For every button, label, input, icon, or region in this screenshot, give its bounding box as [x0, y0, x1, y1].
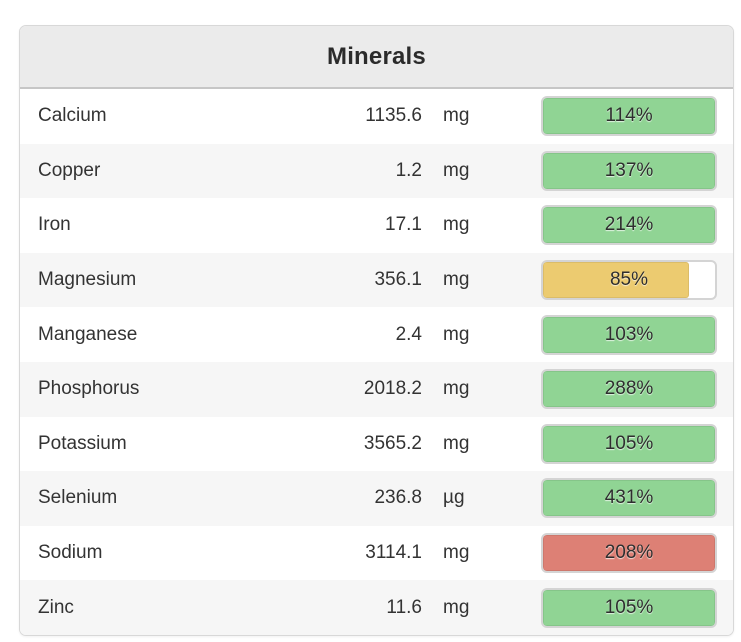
nutrient-unit: mg: [443, 542, 470, 564]
nutrient-amount: 1.2: [395, 159, 422, 181]
percent-bar: 105%: [541, 423, 717, 464]
table-row: Magnesium 356.1 mg 85%: [20, 252, 733, 308]
percent-bar: 103%: [541, 314, 717, 355]
nutrient-unit: mg: [443, 159, 470, 181]
percent-label: 288%: [604, 378, 654, 400]
percent-label: 114%: [605, 105, 653, 127]
percent-bar-fill: [543, 535, 715, 572]
nutrient-amount: 11.6: [386, 596, 422, 618]
percent-bar-fill: [543, 98, 715, 135]
table-row: Selenium 236.8 µg 431%: [20, 471, 733, 526]
nutrient-name: Magnesium: [38, 269, 137, 291]
nutrient-unit: mg: [443, 105, 470, 127]
percent-label: 431%: [604, 487, 654, 509]
percent-bar: 85%: [541, 260, 717, 301]
nutrient-unit: mg: [443, 214, 470, 236]
table-row: Iron 17.1 mg 214%: [20, 198, 733, 253]
percent-bar: 431%: [541, 478, 717, 519]
nutrient-amount: 1135.6: [365, 105, 422, 127]
nutrient-unit: mg: [443, 323, 470, 345]
nutrient-amount: 2.4: [395, 323, 422, 345]
nutrient-amount: 356.1: [374, 269, 422, 291]
nutrient-name: Copper: [38, 159, 101, 181]
nutrient-unit: µg: [443, 487, 465, 509]
nutrient-unit: mg: [443, 596, 470, 618]
nutrient-amount: 3565.2: [363, 432, 422, 454]
nutrient-name: Calcium: [38, 105, 107, 127]
percent-label: 137%: [604, 159, 654, 181]
nutrient-name: Zinc: [38, 596, 74, 618]
nutrient-unit: mg: [443, 378, 470, 400]
percent-bar-fill: [543, 207, 715, 244]
table-row: Potassium 3565.2 mg 105%: [20, 416, 733, 472]
percent-bar-fill: [543, 589, 715, 626]
nutrient-name: Potassium: [38, 432, 127, 454]
nutrient-unit: mg: [443, 269, 470, 291]
percent-bar: 105%: [541, 587, 717, 628]
nutrient-unit: mg: [443, 432, 470, 454]
table-row: Zinc 11.6 mg 105%: [20, 580, 733, 635]
minerals-table-body: Calcium 1135.6 mg 114% Copper 1.2 mg 137…: [20, 89, 733, 635]
percent-label: 103%: [604, 323, 654, 345]
percent-bar: 208%: [541, 533, 717, 574]
percent-label: 85%: [609, 269, 649, 291]
percent-label: 105%: [604, 432, 654, 454]
card-title: Minerals: [327, 42, 426, 70]
table-row: Phosphorus 2018.2 mg 288%: [20, 361, 733, 417]
percent-bar-fill: [543, 425, 715, 462]
table-row: Calcium 1135.6 mg 114%: [20, 89, 733, 144]
percent-bar-fill: [543, 316, 715, 353]
nutrient-amount: 236.8: [374, 487, 422, 509]
percent-bar: 214%: [541, 205, 717, 246]
percent-bar: 137%: [541, 150, 717, 191]
nutrient-name: Phosphorus: [38, 378, 140, 400]
percent-label: 105%: [604, 596, 654, 618]
percent-bar-fill: [543, 371, 715, 408]
table-row: Sodium 3114.1 mg 208%: [20, 525, 733, 581]
card-header: Minerals: [20, 26, 733, 89]
percent-bar-fill: [543, 262, 690, 299]
percent-bar: 114%: [541, 96, 717, 137]
table-row: Manganese 2.4 mg 103%: [20, 307, 733, 362]
minerals-card: Minerals Calcium 1135.6 mg 114% Copper 1…: [19, 25, 734, 636]
percent-bar: 288%: [541, 369, 717, 410]
nutrient-name: Selenium: [38, 487, 118, 509]
percent-label: 208%: [604, 542, 654, 564]
percent-bar-fill: [543, 480, 715, 517]
table-row: Copper 1.2 mg 137%: [20, 143, 733, 199]
nutrient-amount: 2018.2: [363, 378, 422, 400]
nutrient-amount: 17.1: [385, 214, 422, 236]
percent-label: 214%: [604, 214, 654, 236]
nutrient-name: Iron: [38, 214, 71, 236]
nutrient-name: Manganese: [38, 323, 138, 345]
nutrient-amount: 3114.1: [365, 542, 422, 564]
nutrient-name: Sodium: [38, 542, 103, 564]
percent-bar-fill: [543, 152, 715, 189]
